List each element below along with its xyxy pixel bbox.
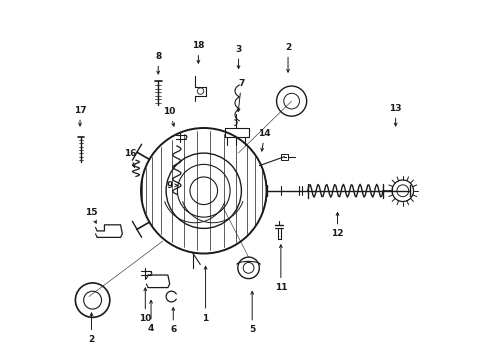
Text: 16: 16 bbox=[124, 149, 137, 158]
Text: 15: 15 bbox=[85, 208, 97, 217]
Text: 5: 5 bbox=[249, 325, 255, 334]
Text: 13: 13 bbox=[390, 104, 402, 113]
Text: 11: 11 bbox=[274, 283, 287, 292]
Text: 9: 9 bbox=[167, 181, 173, 190]
Text: 2: 2 bbox=[285, 43, 291, 52]
Text: 8: 8 bbox=[155, 52, 161, 61]
Text: 3: 3 bbox=[235, 45, 242, 54]
Text: 1: 1 bbox=[202, 314, 209, 323]
Bar bbox=[281, 154, 288, 159]
Text: 7: 7 bbox=[238, 79, 245, 88]
Text: 17: 17 bbox=[74, 105, 86, 114]
Text: 10: 10 bbox=[164, 107, 176, 116]
Text: 14: 14 bbox=[258, 129, 271, 138]
Text: 6: 6 bbox=[170, 325, 176, 334]
Text: 10: 10 bbox=[139, 314, 151, 323]
Text: 12: 12 bbox=[331, 229, 344, 238]
Text: 2: 2 bbox=[88, 335, 95, 344]
Text: 18: 18 bbox=[192, 41, 205, 50]
Text: 4: 4 bbox=[148, 324, 154, 333]
